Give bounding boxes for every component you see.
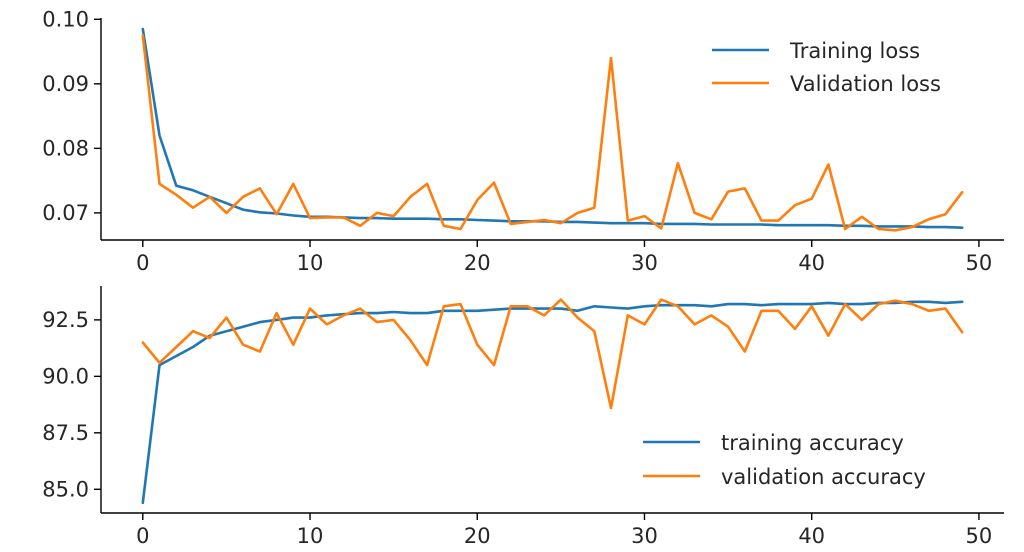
accuracy-x-tick-label: 10: [297, 524, 324, 548]
loss-series-1-line: [141, 34, 964, 232]
accuracy-x-tick-label: 40: [798, 524, 825, 548]
loss-x-tick-label: 30: [631, 251, 658, 275]
loss-legend: Training loss Validation loss: [712, 39, 941, 96]
loss-x-tick-label: 0: [136, 251, 149, 275]
loss-x-tick-label: 50: [966, 251, 993, 275]
accuracy-legend-label: training accuracy: [721, 431, 904, 455]
accuracy-legend-label: validation accuracy: [721, 465, 926, 489]
accuracy-x-tick-label: 50: [966, 524, 993, 548]
accuracy-legend: training accuracy validation accuracy: [643, 431, 926, 489]
accuracy-series-1-line: [141, 298, 964, 410]
accuracy-y-tick-label: 85.0: [42, 477, 89, 501]
loss-legend-label: Validation loss: [790, 72, 941, 96]
accuracy-y-tick-label: 87.5: [42, 421, 89, 445]
loss-y-tick-label: 0.10: [42, 7, 89, 31]
accuracy-y-tick-label: 92.5: [42, 308, 89, 332]
loss-legend-label: Training loss: [789, 39, 920, 63]
accuracy-chart: 0 10 20 30 40 50 85.0 87.5 90.0 92.5 training accu…: [42, 286, 1004, 548]
loss-y-tick-label: 0.08: [42, 136, 89, 160]
accuracy-x-tick-label: 0: [136, 524, 149, 548]
accuracy-x-tick-label: 20: [464, 524, 491, 548]
loss-y-tick-label: 0.07: [42, 201, 89, 225]
accuracy-x-tick-label: 30: [631, 524, 658, 548]
loss-x-tick-label: 10: [297, 251, 324, 275]
loss-chart: 0 10 20 30 40 50 0.07 0.08 0.09 0.10 Training loss…: [42, 7, 1004, 275]
loss-x-tick-label: 20: [464, 251, 491, 275]
loss-y-tick-label: 0.09: [42, 72, 89, 96]
accuracy-y-tick-label: 90.0: [42, 364, 89, 388]
loss-x-tick-label: 40: [798, 251, 825, 275]
